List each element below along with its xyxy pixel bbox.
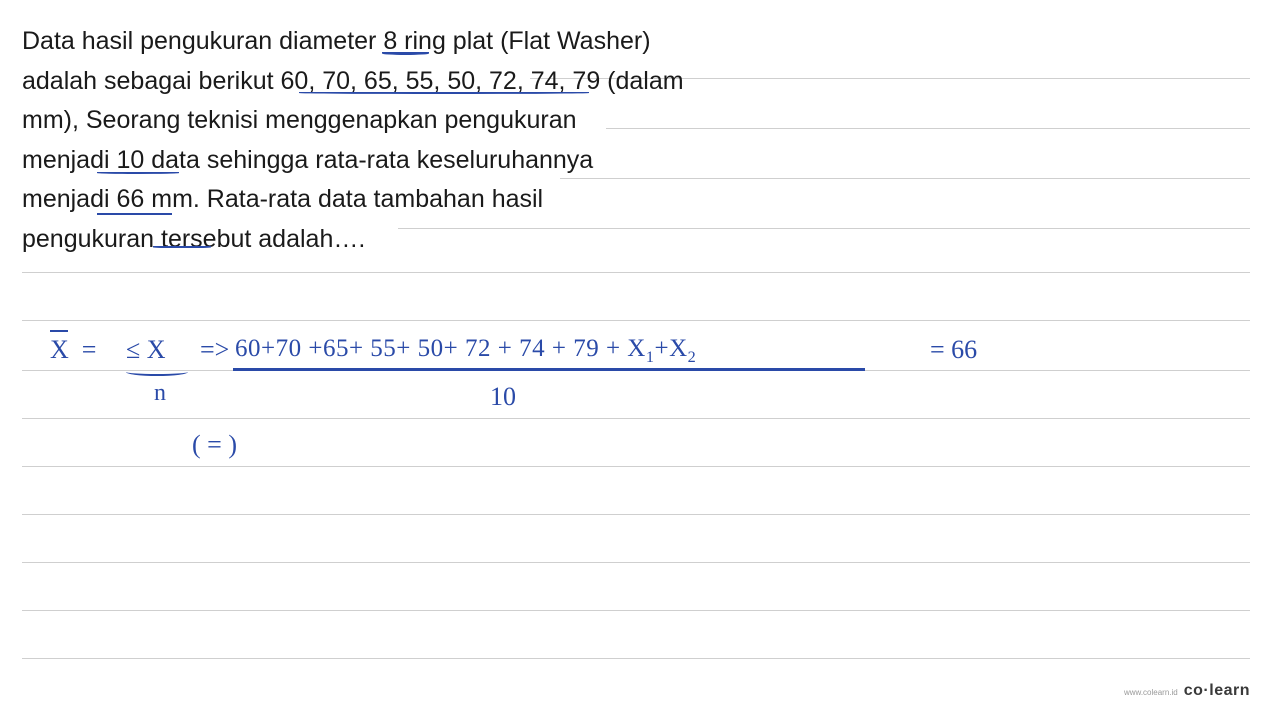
ruled-line [22,418,1250,419]
handwriting-fraction-brace [126,368,188,376]
watermark-site: www.colearn.id [1124,688,1178,697]
problem-line-3: mm), Seorang teknisi menggenapkan penguk… [22,101,712,141]
handwriting-n: n [154,380,166,407]
problem-line-1: Data hasil pengukuran diameter 8 ring pl… [22,22,712,62]
ruled-line [22,562,1250,563]
annotation-underline [97,213,172,215]
annotation-underline [97,172,179,174]
ruled-line [22,320,1250,321]
handwriting-equals-66: = 66 [930,335,977,365]
problem-statement: Data hasil pengukuran diameter 8 ring pl… [22,22,712,259]
watermark-brand: co·learn [1184,682,1250,700]
ruled-line [22,514,1250,515]
ruled-line [22,610,1250,611]
watermark: www.colearn.id co·learn [1124,682,1250,700]
annotation-underline [153,246,211,248]
problem-line-2: adalah sebagai berikut 60, 70, 65, 55, 5… [22,62,712,102]
handwriting-paren-eq: ( = ) [192,430,237,460]
handwriting-sigma-x: ≤ X [126,335,166,365]
ruled-line [22,658,1250,659]
handwriting-xbar-equals: X = [50,335,96,365]
handwriting-denominator: 10 [490,382,516,412]
handwriting-numerator: 60+70 +65+ 55+ 50+ 72 + 74 + 79 + X1+X2 [235,335,696,367]
annotation-underline [382,52,429,55]
handwriting-fraction-line [233,368,865,371]
handwriting-implies: => [200,335,229,365]
annotation-underline [299,92,589,94]
x-bar-overline [50,330,68,332]
problem-line-6: pengukuran tersebut adalah…. [22,220,712,260]
ruled-line [22,466,1250,467]
problem-line-4: menjadi 10 data sehingga rata-rata kesel… [22,141,712,181]
ruled-line [22,272,1250,273]
